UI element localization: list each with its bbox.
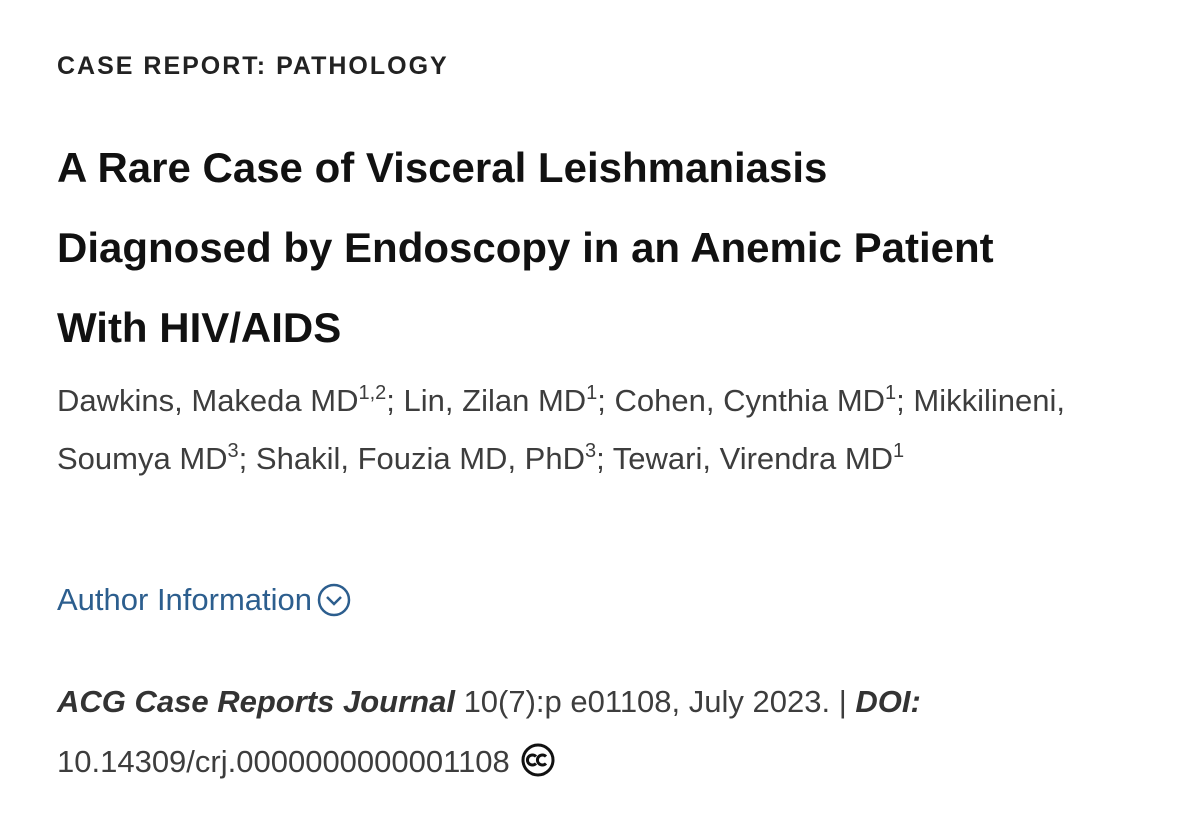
author-separator: ; — [896, 383, 905, 418]
author-name: Tewari, Virendra MD — [612, 441, 894, 476]
author-affiliation: 1 — [586, 382, 598, 404]
doi[interactable]: 10.14309/crj.0000000000001108 — [57, 744, 510, 779]
title: A Rare Case of Visceral Leishmaniasis Di… — [57, 144, 994, 351]
author-name: Dawkins, Makeda MD — [57, 383, 359, 418]
author-info-toggle[interactable]: Author Information — [57, 582, 352, 618]
author-name: Shakil, Fouzia MD, PhD — [255, 441, 585, 476]
doi-label: DOI: — [855, 684, 921, 719]
authors: Dawkins, Makeda MD1,2; Lin, Zilan MD1; C… — [57, 372, 1147, 488]
cc-license-icon[interactable] — [520, 742, 556, 778]
author-separator: ; — [238, 441, 248, 476]
author-affiliation: 3 — [227, 440, 239, 462]
divider: | — [838, 684, 847, 719]
author-name: Lin, Zilan MD — [403, 383, 587, 418]
author-separator: ; — [386, 383, 395, 418]
chevron-icon[interactable] — [316, 582, 352, 618]
author-affiliation: 1,2 — [358, 382, 387, 404]
author-separator: ; — [596, 441, 605, 476]
citation-details: 10(7):p e01108, July 2023. — [463, 684, 831, 719]
author-name: Cohen, Cynthia MD — [614, 383, 886, 418]
journal: ACG Case Reports Journal — [57, 684, 455, 719]
author-affiliation: 1 — [885, 382, 897, 404]
author-separator: ; — [597, 383, 606, 418]
category: CASE REPORT: PATHOLOGY — [57, 52, 449, 80]
citation: ACG Case Reports Journal 10(7):p e01108,… — [57, 672, 1147, 792]
author-name: Mikkilineni, Soumya MD — [57, 383, 1066, 476]
author-info-label[interactable]: Author Information — [57, 582, 313, 617]
author-affiliation: 3 — [584, 440, 597, 462]
author-affiliation: 1 — [893, 440, 905, 462]
